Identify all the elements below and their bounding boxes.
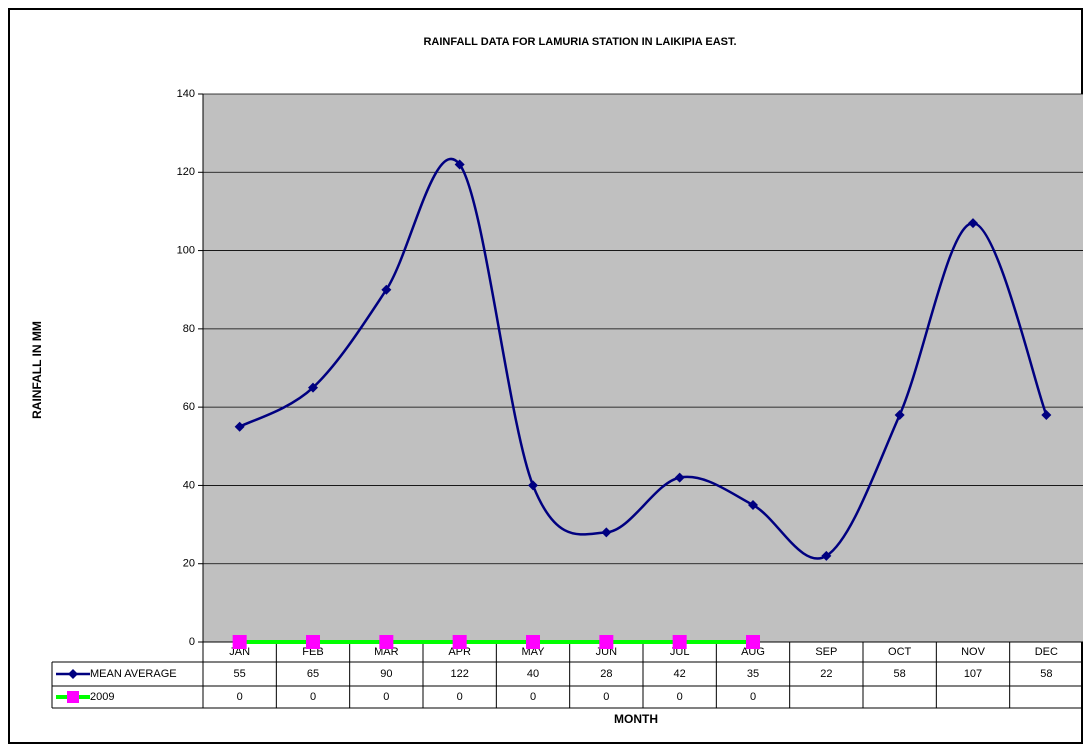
table-value: 0 bbox=[603, 691, 609, 703]
table-value: 0 bbox=[310, 691, 316, 703]
x-tick-label: NOV bbox=[961, 646, 986, 658]
y-tick-label: 80 bbox=[183, 323, 195, 335]
data-point bbox=[452, 635, 467, 649]
y-tick-label: 60 bbox=[183, 401, 195, 413]
data-point bbox=[234, 421, 245, 432]
data-point bbox=[968, 218, 978, 229]
table-value: 0 bbox=[457, 691, 463, 703]
x-tick-label: OCT bbox=[888, 646, 912, 658]
data-point bbox=[381, 284, 392, 295]
table-value: 90 bbox=[380, 668, 392, 680]
legend-marker bbox=[67, 691, 79, 703]
y-tick-label: 120 bbox=[177, 166, 195, 178]
legend-label: MEAN AVERAGE bbox=[90, 668, 177, 680]
y-tick-label: 0 bbox=[189, 636, 195, 648]
y-tick-label: 20 bbox=[183, 558, 195, 570]
y-tick-label: 100 bbox=[177, 244, 195, 256]
table-value: 35 bbox=[747, 668, 759, 680]
data-point bbox=[528, 480, 538, 491]
data-point bbox=[308, 382, 318, 393]
x-tick-label: SEP bbox=[815, 646, 837, 658]
table-value: 0 bbox=[237, 691, 243, 703]
y-tick-label: 140 bbox=[177, 88, 195, 100]
data-point bbox=[821, 550, 832, 561]
table-value: 42 bbox=[674, 668, 686, 680]
table-value: 58 bbox=[894, 668, 906, 680]
table-value: 0 bbox=[383, 691, 389, 703]
table-value: 55 bbox=[234, 668, 246, 680]
chart-title: RAINFALL DATA FOR LAMURIA STATION IN LAI… bbox=[423, 36, 736, 48]
plot-area bbox=[203, 94, 1083, 642]
data-point bbox=[672, 635, 687, 649]
data-point bbox=[894, 409, 905, 420]
y-tick-label: 40 bbox=[183, 479, 195, 491]
y-axis-label: RAINFALL IN MM bbox=[30, 321, 44, 419]
data-point bbox=[306, 635, 320, 649]
table-value: 58 bbox=[1040, 668, 1052, 680]
data-point bbox=[232, 635, 247, 649]
data-point bbox=[674, 472, 685, 483]
data-point bbox=[379, 635, 394, 649]
data-point bbox=[601, 527, 612, 538]
data-point bbox=[454, 159, 465, 170]
data-point bbox=[599, 635, 614, 649]
table-value: 0 bbox=[750, 691, 756, 703]
table-value: 0 bbox=[530, 691, 536, 703]
data-point bbox=[748, 500, 758, 510]
x-tick-label: DEC bbox=[1035, 646, 1058, 658]
table-value: 40 bbox=[527, 668, 539, 680]
data-point bbox=[746, 635, 760, 649]
legend-label: 2009 bbox=[90, 691, 114, 703]
legend-marker bbox=[68, 669, 78, 679]
table-value: 22 bbox=[820, 668, 832, 680]
data-point bbox=[526, 635, 540, 649]
table-value: 28 bbox=[600, 668, 612, 680]
data-point bbox=[1041, 409, 1052, 420]
table-value: 107 bbox=[964, 668, 982, 680]
x-axis-label: MONTH bbox=[614, 712, 658, 726]
table-value: 65 bbox=[307, 668, 319, 680]
table-value: 0 bbox=[677, 691, 683, 703]
table-value: 122 bbox=[450, 668, 468, 680]
